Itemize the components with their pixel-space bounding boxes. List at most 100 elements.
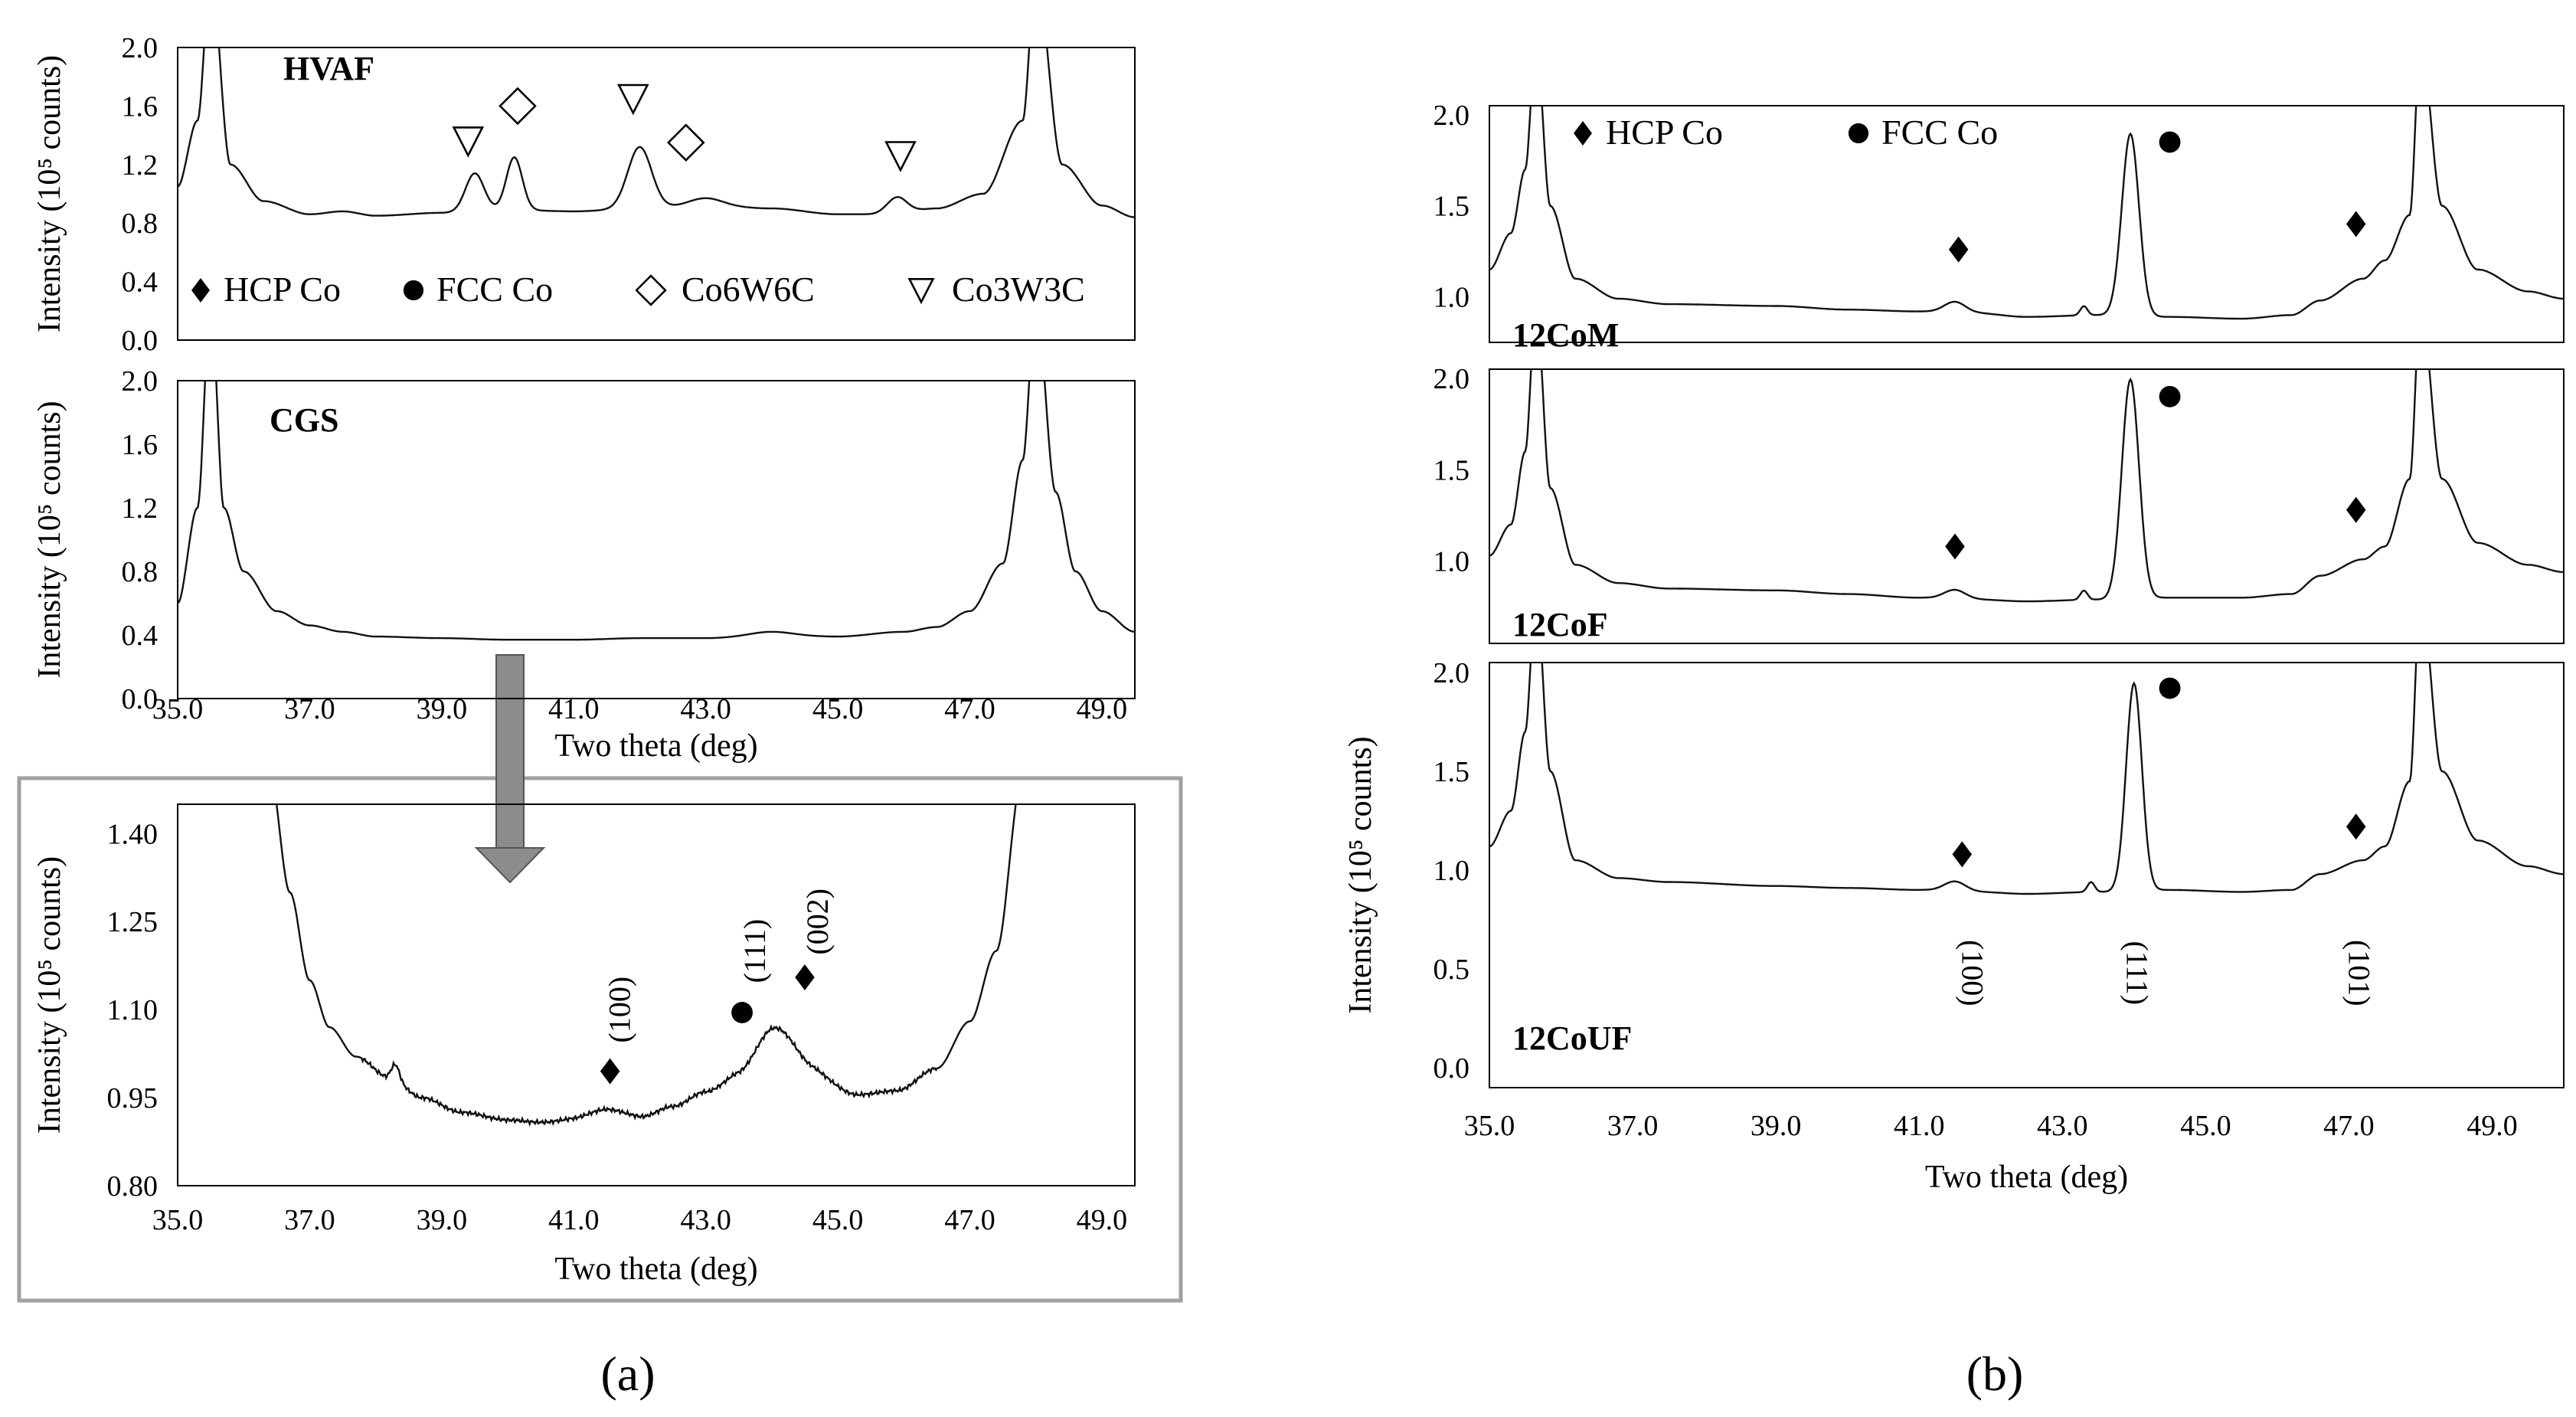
y-tick-label: 1.5 [1433,454,1470,486]
peak-marker-triangle [617,83,649,116]
x-tick-label: 45.0 [812,1204,864,1236]
y-tick-label: 0.95 [107,1082,159,1114]
xrd-curve [275,804,1017,1127]
x-tick-label: 43.0 [2037,1110,2088,1142]
chart-a_cgs: 0.0 0.4 0.8 1.2 1.6 2.0 35.0 37.0 39.0 41.0 43.0 45… [32,365,1136,764]
x-tick-label: 47.0 [944,693,995,725]
peak-marker-diamond-filled [2346,211,2366,237]
y-tick-label: 2.0 [122,365,159,398]
x-tick-label: 41.0 [1894,1110,1945,1142]
x-axis-label: Two theta (deg) [554,1252,757,1287]
x-tick-label: 45.0 [812,693,864,725]
x-tick-label: 49.0 [1077,1204,1128,1236]
x-tick-label: 39.0 [417,1204,468,1236]
y-tick-label: 0.80 [107,1170,159,1203]
y-tick-label: 1.0 [1433,282,1470,314]
x-tick-label: 41.0 [548,1204,600,1236]
x-tick-label: 37.0 [284,693,335,725]
peak-marker-circle-filled [2159,385,2181,407]
peak-marker-diamond [667,123,705,162]
legend-label: FCC Co [1881,113,1998,152]
peak-marker-diamond-filled [1948,236,1969,263]
miller-index-label: (101) [2342,940,2376,1006]
plot-frame [177,380,1136,699]
x-tick-label: 35.0 [1464,1110,1515,1142]
legend-item: FCC Co [403,270,553,309]
y-tick-label: 0.0 [1433,1052,1470,1085]
plot-frame [177,47,1136,341]
panel-label: HVAF [283,50,374,87]
miller-index-label: (111) [2120,941,2154,1005]
xrd-curve [1489,663,2564,895]
x-tick-label: 43.0 [680,1204,731,1236]
x-tick-label: 39.0 [1751,1110,1802,1142]
legend-label: FCC Co [436,270,553,309]
chart-a_hvaf: 0.0 0.4 0.8 1.2 1.6 2.0 Intensity (10⁵ counts)… [32,32,1136,357]
y-tick-label: 2.0 [1433,363,1470,395]
legend-item: Co3W3C [907,270,1085,309]
peak-marker-diamond [499,87,537,126]
legend-circle-filled-icon [1848,123,1869,144]
y-axis-label: Intensity (10⁵ counts) [1343,736,1378,1013]
xrd-curve [1489,369,2564,603]
x-tick-label: 37.0 [284,1204,335,1236]
xrd-curve [178,381,1135,641]
peak-marker-diamond-filled [1952,841,1973,868]
legend-label: HCP Co [1606,113,1723,152]
plot-frame [177,803,1136,1186]
y-tick-label: 0.8 [122,556,159,588]
legend-diamond-icon [635,274,667,306]
x-tick-label: 35.0 [152,1204,204,1236]
y-tick-label: 0.4 [122,267,159,299]
legend-circle-filled-icon [403,280,424,301]
y-tick-label: 1.6 [122,429,159,461]
y-tick-label: 2.0 [1433,657,1470,689]
peak-marker-diamond-filled [795,964,815,991]
y-tick-label: 1.25 [107,906,159,938]
xrd-curve [1489,106,2564,320]
legend-label: Co6W6C [682,270,815,309]
miller-index-label: (100) [1955,940,1989,1006]
x-tick-label: 47.0 [944,1204,995,1236]
x-tick-label: 49.0 [1077,693,1128,725]
peak-marker-diamond-filled [2346,813,2366,840]
peak-marker-circle-filled [731,1002,754,1023]
x-tick-label: 45.0 [2180,1110,2231,1142]
y-tick-label: 2.0 [122,32,159,64]
panel-label: CGS [270,401,338,439]
chart-b_12cof: 1.0 1.5 2.0 12CoF [1433,363,2565,644]
peak-marker-triangle [884,141,917,172]
peak-marker-triangle [452,126,485,158]
legend-item: HCP Co [191,270,341,309]
x-axis-label: Two theta (deg) [1925,1160,2128,1195]
y-tick-label: 0.8 [122,208,159,240]
peak-marker-diamond-filled [600,1058,620,1085]
legend-item: HCP Co [1574,113,1723,152]
y-tick-label: 1.0 [1433,855,1470,887]
miller-index-label: (100) [603,977,637,1043]
chart-a_inset: 0.80 0.95 1.10 1.25 1.40 35.0 37.0 39.0 41.0 43.0… [32,803,1136,1287]
plot-frame [1489,105,2565,343]
legend-diamond-filled-icon [191,278,210,303]
y-tick-label: 0.5 [1433,954,1470,986]
x-tick-label: 41.0 [548,693,600,725]
miller-index-label: (002) [800,888,835,955]
y-tick-label: 1.2 [122,149,159,182]
peak-marker-diamond-filled [2346,496,2366,523]
inset-border [17,776,1183,1303]
y-tick-label: 0.0 [122,683,159,715]
y-axis-label: Intensity (10⁵ counts) [32,401,67,678]
y-axis-label: Intensity (10⁵ counts) [32,856,67,1134]
legend-diamond-filled-icon [1574,121,1592,146]
xrd-curve [178,47,1135,218]
panel-label: 12CoM [1512,316,1619,354]
y-tick-label: 1.5 [1433,756,1470,788]
x-tick-label: 39.0 [417,693,468,725]
x-axis-label: Two theta (deg) [554,728,757,764]
y-tick-label: 0.0 [122,325,159,357]
y-tick-label: 1.2 [122,493,159,525]
miller-index-label: (111) [737,919,772,983]
x-tick-label: 43.0 [680,693,731,725]
y-tick-label: 0.4 [122,620,159,652]
